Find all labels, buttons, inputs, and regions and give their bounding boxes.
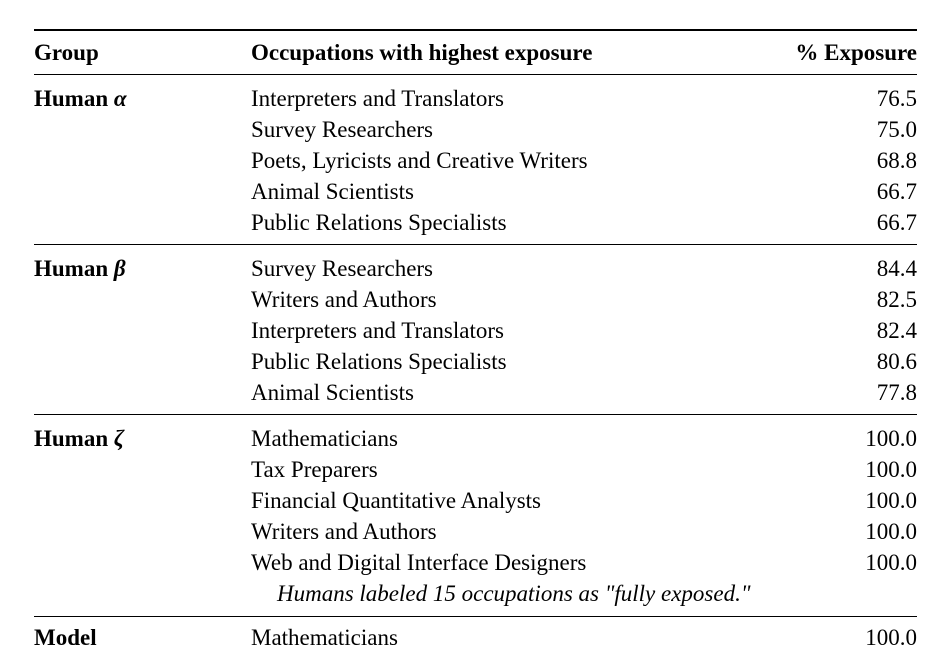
table-row-exposure: 66.7: [876, 210, 917, 235]
table-row-occupation: Public Relations Specialists: [251, 349, 507, 374]
group-divider: [34, 244, 917, 245]
table-row-occupation: Survey Researchers: [251, 117, 434, 142]
group-divider: [34, 616, 917, 617]
table-row-exposure: 75.0: [876, 117, 917, 142]
table-row-occupation: Financial Quantitative Analysts: [251, 488, 542, 513]
header-occupations: Occupations with highest exposure: [251, 40, 593, 65]
table-row-occupation: Mathematicians: [251, 426, 398, 451]
table-row-occupation: Public Relations Specialists: [251, 210, 507, 235]
table-row-occupation: Writers and Authors: [251, 287, 437, 312]
table-row-exposure: 80.6: [876, 349, 917, 374]
table-row-exposure: 100.0: [865, 519, 917, 544]
group-label-zeta: Human ζ: [34, 426, 125, 451]
table-row-occupation: Interpreters and Translators: [251, 86, 504, 111]
table-row-exposure: 100.0: [865, 625, 917, 650]
table-row-exposure: 84.4: [876, 256, 917, 281]
group-label-alpha: Human α: [34, 86, 127, 111]
table-row-exposure: 82.4: [876, 318, 917, 343]
group-label-beta: Human β: [34, 256, 126, 281]
table-row-occupation: Web and Digital Interface Designers: [251, 550, 587, 575]
table-row-occupation: Survey Researchers: [251, 256, 434, 281]
table-row-exposure: 77.8: [876, 380, 917, 405]
group-label-model: Model: [34, 625, 97, 650]
header-exposure: % Exposure: [795, 40, 917, 65]
table-row-exposure: 68.8: [876, 148, 917, 173]
table-row-occupation: Writers and Authors: [251, 519, 437, 544]
table-row-exposure: 100.0: [865, 550, 917, 575]
group-divider: [34, 414, 917, 415]
table-row-exposure: 100.0: [865, 426, 917, 451]
table-row-occupation: Interpreters and Translators: [251, 318, 504, 343]
table-row-exposure: 100.0: [865, 488, 917, 513]
table-row-occupation: Tax Preparers: [251, 457, 378, 482]
table-row-occupation: Mathematicians: [251, 625, 398, 650]
header-group: Group: [34, 40, 99, 65]
table-row-occupation: Animal Scientists: [251, 179, 414, 204]
header-rule: [34, 74, 917, 75]
table-row-exposure: 100.0: [865, 457, 917, 482]
table-row-exposure: 82.5: [876, 287, 917, 312]
table-row-occupation: Animal Scientists: [251, 380, 414, 405]
table-row-exposure: 76.5: [876, 86, 917, 111]
table-row-occupation: Poets, Lyricists and Creative Writers: [251, 148, 588, 173]
group-note: Humans labeled 15 occupations as "fully …: [277, 581, 751, 606]
table-top-rule: [34, 29, 917, 31]
table-row-exposure: 66.7: [876, 179, 917, 204]
